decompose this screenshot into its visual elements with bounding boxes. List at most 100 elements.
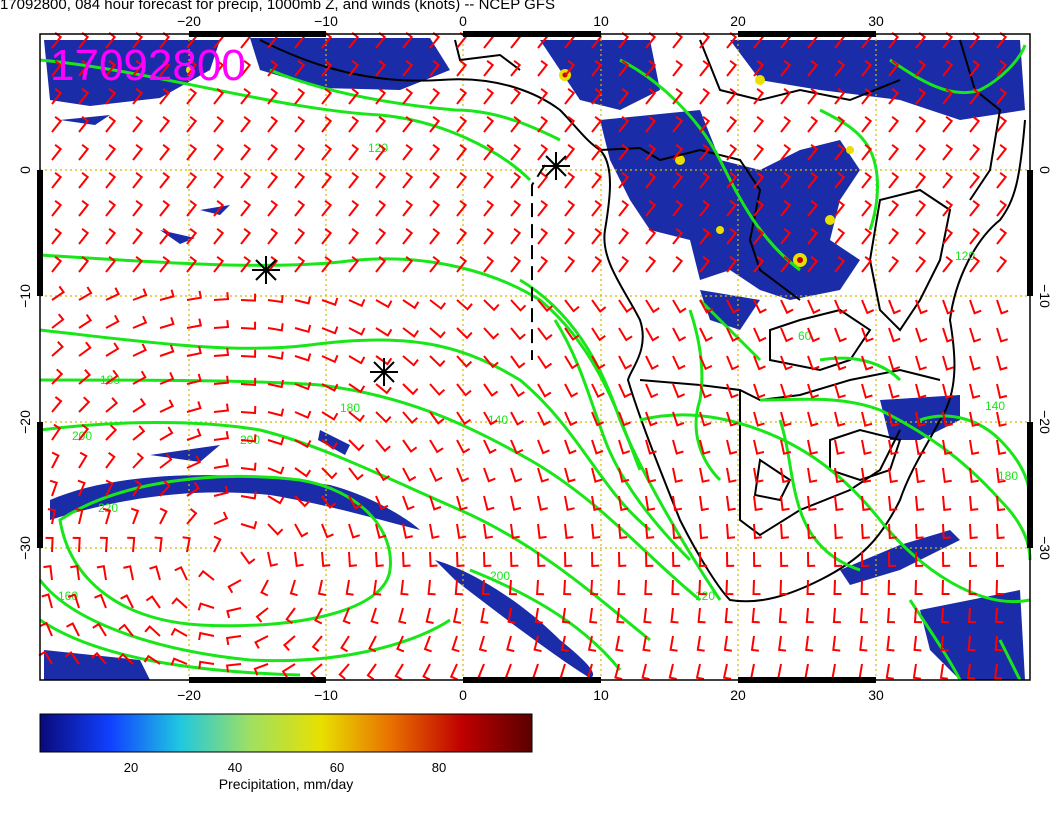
- wind-barb: [77, 479, 86, 497]
- wind-barb: [294, 296, 312, 305]
- wind-barb: [372, 579, 382, 596]
- wind-barb: [267, 523, 284, 536]
- wind-barb: [726, 383, 739, 399]
- wind-barb: [672, 200, 684, 217]
- wind-barb: [591, 495, 602, 511]
- wind-barb: [402, 355, 419, 367]
- wind-barb: [807, 523, 816, 540]
- wind-barb: [240, 256, 252, 273]
- wind-barb: [64, 651, 80, 665]
- wind-barb: [186, 455, 202, 469]
- wind-barb: [670, 607, 679, 624]
- wind-barb: [537, 355, 553, 370]
- wind-barb: [41, 593, 53, 609]
- contour-label: 140: [985, 399, 1005, 413]
- wind-barb: [159, 453, 173, 469]
- wind-barb: [969, 523, 978, 540]
- wind-barb: [645, 411, 658, 427]
- wind-barb: [618, 172, 630, 189]
- wind-barb: [186, 346, 202, 357]
- wind-barb: [198, 569, 215, 581]
- wind-barb: [348, 172, 360, 189]
- wind-barb: [213, 375, 230, 385]
- wind-barb: [941, 607, 950, 624]
- wind-barb: [966, 663, 976, 680]
- wind-barb: [726, 116, 738, 133]
- wind-barb: [969, 411, 980, 427]
- wind-barb: [537, 467, 550, 483]
- wind-barb: [537, 327, 553, 341]
- wind-barb: [591, 523, 601, 540]
- wind-barb: [429, 383, 446, 396]
- wind-barb: [49, 479, 58, 497]
- wind-barb: [967, 635, 976, 652]
- wind-barb: [726, 200, 738, 217]
- wind-barb: [996, 228, 1008, 245]
- wind-barb: [699, 551, 708, 568]
- wind-barb: [753, 551, 762, 568]
- wind-barb: [672, 411, 685, 427]
- top-lon-labels: −20 −10 0 10 20 30: [177, 13, 884, 29]
- wind-barb: [456, 495, 468, 511]
- wind-barb: [267, 437, 285, 446]
- wind-barb: [427, 579, 436, 596]
- wind-barb: [695, 663, 705, 680]
- wind-barb: [186, 200, 198, 217]
- wind-barb: [402, 60, 414, 77]
- wind-barb: [213, 485, 229, 497]
- wind-barb: [213, 535, 222, 553]
- precip-patch: [700, 290, 760, 330]
- contour-label: 180: [340, 401, 360, 415]
- wind-barb: [132, 315, 148, 329]
- wind-barb: [888, 327, 901, 343]
- wind-barb: [699, 144, 711, 161]
- wind-barb: [996, 327, 1009, 343]
- wind-barb: [672, 256, 684, 273]
- wind-barb: [780, 327, 794, 343]
- wind-barb: [429, 495, 442, 511]
- wind-barb: [537, 200, 549, 217]
- wind-barb: [724, 607, 733, 624]
- wind-barb: [672, 116, 684, 133]
- wind-barb: [429, 411, 445, 425]
- wind-barb: [591, 355, 606, 370]
- wind-barb: [618, 200, 630, 217]
- wind-barb: [753, 495, 763, 512]
- wind-barb: [456, 228, 468, 245]
- wind-barb: [510, 200, 522, 217]
- wind-barb: [510, 383, 525, 398]
- wind-barb: [915, 495, 925, 512]
- wind-barb: [402, 467, 417, 482]
- wind-barb: [213, 347, 230, 357]
- wind-barb: [456, 551, 465, 568]
- wind-barb: [510, 59, 522, 77]
- wind-barb: [186, 256, 198, 273]
- wind-barb: [483, 200, 495, 217]
- wind-barb: [78, 172, 90, 189]
- wind-barb: [914, 579, 923, 595]
- lon-tick: 20: [730, 13, 746, 29]
- wind-barb: [942, 551, 951, 568]
- precip-patch: [840, 530, 960, 585]
- wind-barb: [699, 299, 714, 314]
- contour-line: [688, 309, 722, 482]
- wind-barb: [564, 327, 580, 341]
- lon-tick: 10: [593, 13, 609, 29]
- wind-barb: [294, 116, 306, 133]
- wind-barb: [105, 424, 118, 441]
- wind-barb: [51, 116, 63, 133]
- wind-barb: [807, 383, 820, 399]
- contour-line: [469, 568, 622, 671]
- wind-barb: [402, 327, 420, 338]
- wind-barb: [834, 327, 847, 343]
- wind-barb: [174, 565, 188, 581]
- wind-barb: [132, 479, 143, 497]
- wind-barb: [132, 425, 146, 441]
- wind-barb: [618, 355, 633, 370]
- wind-barb: [510, 551, 519, 568]
- wind-barb: [778, 607, 787, 624]
- border: [599, 146, 801, 301]
- wind-barb: [132, 172, 144, 189]
- wind-barb: [672, 467, 683, 483]
- wind-barb: [886, 635, 895, 652]
